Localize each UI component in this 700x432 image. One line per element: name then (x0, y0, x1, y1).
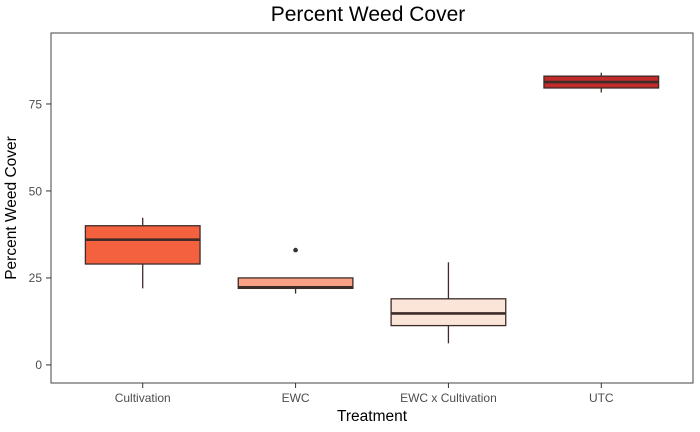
y-tick-label: 0 (35, 358, 42, 372)
panel-border (50, 32, 694, 384)
x-tick-label: UTC (589, 391, 614, 405)
plot-panel: 0 25 50 75 Cultivation EWC EWC x Cultivation UT… (29, 32, 694, 405)
x-tick-label: Cultivation (115, 391, 171, 405)
x-tick-label: EWC (282, 391, 310, 405)
x-tick-label: EWC x Cultivation (400, 391, 497, 405)
panel-background (51, 33, 693, 383)
box-cultivation (84, 225, 201, 265)
chart-title: Percent Weed Cover (271, 3, 466, 26)
x-axis-title: Treatment (337, 408, 408, 425)
y-axis-title: Percent Weed Cover (3, 136, 20, 280)
y-tick-label: 75 (29, 97, 43, 111)
y-tick-label: 25 (29, 271, 43, 285)
outlier-point-ewc (293, 247, 298, 253)
y-tick-label: 50 (29, 184, 43, 198)
